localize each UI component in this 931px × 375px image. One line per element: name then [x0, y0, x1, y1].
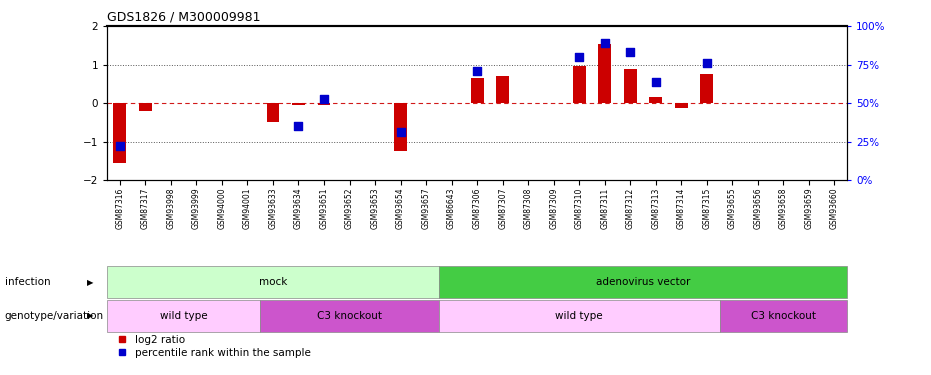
- Text: infection: infection: [5, 277, 50, 287]
- Point: [113, 143, 128, 149]
- Bar: [107, 300, 260, 332]
- Bar: [471, 78, 483, 103]
- Bar: [394, 103, 407, 151]
- Text: C3 knockout: C3 knockout: [751, 311, 816, 321]
- Text: adenovirus vector: adenovirus vector: [596, 277, 690, 287]
- Text: wild type: wild type: [160, 311, 208, 321]
- Point: [291, 123, 306, 129]
- Bar: [624, 69, 637, 103]
- Legend: log2 ratio, percentile rank within the sample: log2 ratio, percentile rank within the s…: [113, 331, 316, 362]
- Bar: [139, 103, 152, 111]
- Point: [648, 79, 663, 85]
- Text: ▶: ▶: [87, 278, 93, 286]
- Bar: [439, 266, 847, 298]
- Text: genotype/variation: genotype/variation: [5, 311, 103, 321]
- Point: [572, 54, 587, 60]
- Bar: [700, 74, 713, 103]
- Text: wild type: wild type: [556, 311, 603, 321]
- Bar: [573, 66, 586, 103]
- Bar: [720, 300, 847, 332]
- Point: [469, 68, 484, 74]
- Point: [699, 60, 714, 66]
- Text: C3 knockout: C3 knockout: [317, 311, 382, 321]
- Bar: [266, 103, 279, 122]
- Bar: [317, 103, 331, 105]
- Bar: [439, 300, 720, 332]
- Bar: [114, 103, 127, 163]
- Bar: [496, 76, 509, 103]
- Text: ▶: ▶: [87, 311, 93, 320]
- Point: [317, 96, 331, 102]
- Text: mock: mock: [259, 277, 287, 287]
- Point: [598, 40, 613, 46]
- Point: [623, 50, 638, 55]
- Bar: [599, 44, 611, 103]
- Bar: [260, 300, 439, 332]
- Point: [393, 129, 408, 135]
- Bar: [292, 103, 304, 105]
- Bar: [650, 98, 662, 103]
- Bar: [107, 266, 439, 298]
- Bar: [675, 103, 688, 108]
- Text: GDS1826 / M300009981: GDS1826 / M300009981: [107, 11, 261, 24]
